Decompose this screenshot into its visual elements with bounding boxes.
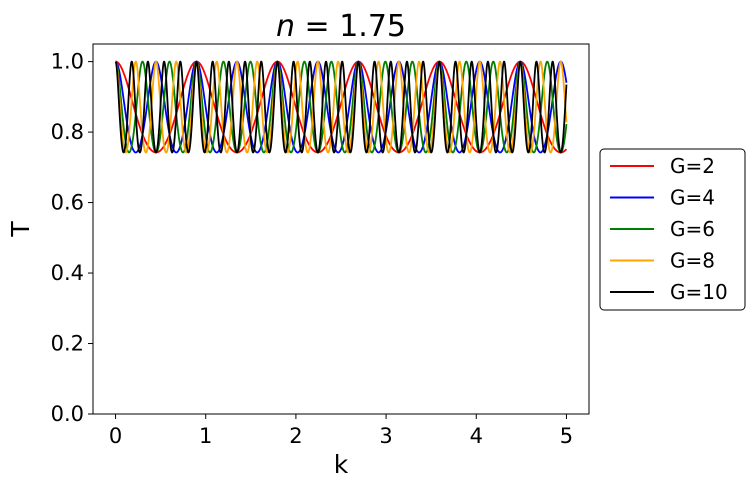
y-tick-label: 1.0 (51, 50, 84, 74)
legend-label: G=2 (670, 154, 715, 178)
x-tick-label: 4 (470, 424, 483, 448)
x-tick-label: 0 (109, 424, 122, 448)
y-tick-label: 0.2 (51, 332, 84, 356)
x-tick-label: 3 (379, 424, 392, 448)
legend-label: G=6 (670, 217, 715, 241)
y-axis-label: T (6, 221, 35, 238)
y-tick-label: 0.6 (51, 191, 84, 215)
x-tick-label: 2 (289, 424, 302, 448)
y-axis: 0.0 0.2 0.4 0.6 0.8 1.0 (51, 50, 93, 426)
legend-label: G=8 (670, 249, 715, 273)
chart-title: n = 1.75 (276, 9, 406, 44)
legend: G=2 G=4 G=6 G=8 G=10 (599, 148, 746, 311)
plot-frame (92, 43, 590, 415)
y-tick-label: 0.4 (51, 261, 84, 285)
series-layer (114, 60, 568, 154)
y-tick-label: 0.8 (51, 120, 84, 144)
x-axis: 0 1 2 3 4 5 (109, 414, 573, 448)
legend-box (599, 148, 746, 311)
y-tick-label: 0.0 (51, 402, 84, 426)
series-line-G=8 (114, 60, 568, 154)
svg-text:n = 1.75: n = 1.75 (276, 9, 406, 44)
series-line-G=2 (114, 60, 568, 154)
series-line-G=4 (114, 60, 568, 154)
x-tick-label: 5 (560, 424, 573, 448)
series-line-G=10 (114, 60, 568, 154)
legend-label: G=10 (670, 280, 728, 304)
x-tick-label: 1 (199, 424, 212, 448)
x-axis-label: k (334, 450, 349, 479)
series-line-G=6 (114, 60, 568, 154)
title-variable: n (276, 9, 295, 44)
legend-label: G=4 (670, 186, 715, 210)
title-value: = 1.75 (295, 9, 406, 44)
